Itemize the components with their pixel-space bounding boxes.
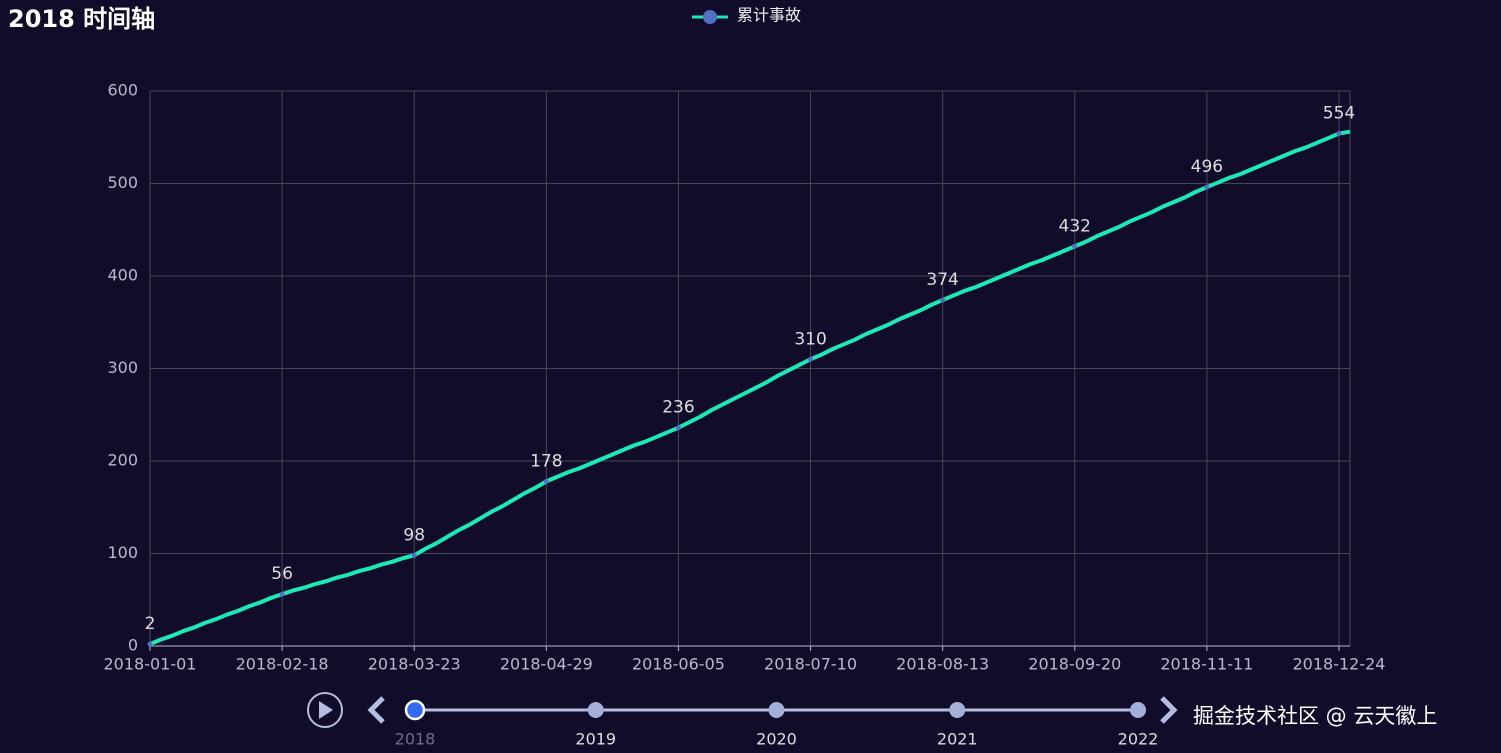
timeline: 2018 2019 2020 2021 2022 — [307, 692, 1178, 749]
play-button[interactable] — [307, 692, 343, 728]
legend[interactable]: 累计事故 — [692, 6, 801, 25]
next-button[interactable] — [1160, 696, 1178, 724]
data-label: 236 — [662, 398, 694, 418]
data-label: 56 — [271, 564, 293, 584]
data-label: 432 — [1059, 216, 1091, 236]
y-tick-label: 400 — [107, 266, 138, 285]
timeline-point[interactable] — [949, 702, 966, 718]
point — [675, 425, 681, 431]
timeline-label[interactable]: 2020 — [756, 730, 797, 749]
x-tick-label: 2018-07-10 — [764, 655, 857, 674]
timeline-point[interactable] — [587, 702, 604, 718]
data-label: 178 — [530, 451, 562, 471]
y-tick-label: 300 — [107, 358, 138, 377]
y-tick-label: 600 — [107, 81, 138, 100]
x-tick-label: 2018-03-23 — [368, 655, 461, 674]
legend-marker — [703, 10, 717, 24]
point — [940, 297, 946, 303]
point — [1204, 184, 1210, 190]
y-tick-label: 100 — [107, 543, 138, 562]
point — [543, 478, 549, 484]
x-tick-label: 2018-11-11 — [1160, 655, 1253, 674]
timeline-current[interactable] — [404, 699, 426, 721]
prev-button[interactable] — [367, 696, 385, 724]
point — [1336, 131, 1342, 137]
timeline-label[interactable]: 2018 — [395, 730, 436, 749]
timeline-point[interactable] — [768, 702, 785, 718]
data-label: 98 — [403, 525, 425, 545]
y-tick-label: 0 — [128, 636, 138, 655]
x-tick-label: 2018-09-20 — [1028, 655, 1121, 674]
timeline-point[interactable] — [1130, 702, 1146, 718]
x-tick-label: 2018-04-29 — [500, 655, 593, 674]
data-label: 496 — [1191, 157, 1223, 177]
data-label: 310 — [794, 329, 826, 349]
y-tick-label: 200 — [107, 451, 138, 470]
chart-title: 2018 时间轴 — [8, 5, 155, 33]
point — [1072, 243, 1078, 249]
play-icon — [319, 701, 333, 719]
legend-label: 累计事故 — [737, 6, 801, 25]
data-label: 2 — [145, 614, 156, 634]
point — [279, 591, 285, 597]
x-tick-label: 2018-01-01 — [104, 655, 197, 674]
watermark: 掘金技术社区 @ 云天徽上 — [1193, 704, 1437, 728]
timeline-label[interactable]: 2021 — [937, 730, 978, 749]
point — [147, 641, 153, 647]
point — [411, 552, 417, 558]
data-label: 374 — [926, 270, 958, 290]
line — [149, 129, 1351, 646]
x-tick-label: 2018-06-05 — [632, 655, 725, 674]
data-label: 554 — [1323, 104, 1355, 124]
timeline-label[interactable]: 2019 — [575, 730, 616, 749]
x-tick-label: 2018-12-24 — [1292, 655, 1385, 674]
y-tick-label: 500 — [107, 173, 138, 192]
timeline-label[interactable]: 2022 — [1118, 730, 1159, 749]
x-tick-label: 2018-08-13 — [896, 655, 989, 674]
x-tick-label: 2018-02-18 — [236, 655, 329, 674]
point — [808, 356, 814, 362]
